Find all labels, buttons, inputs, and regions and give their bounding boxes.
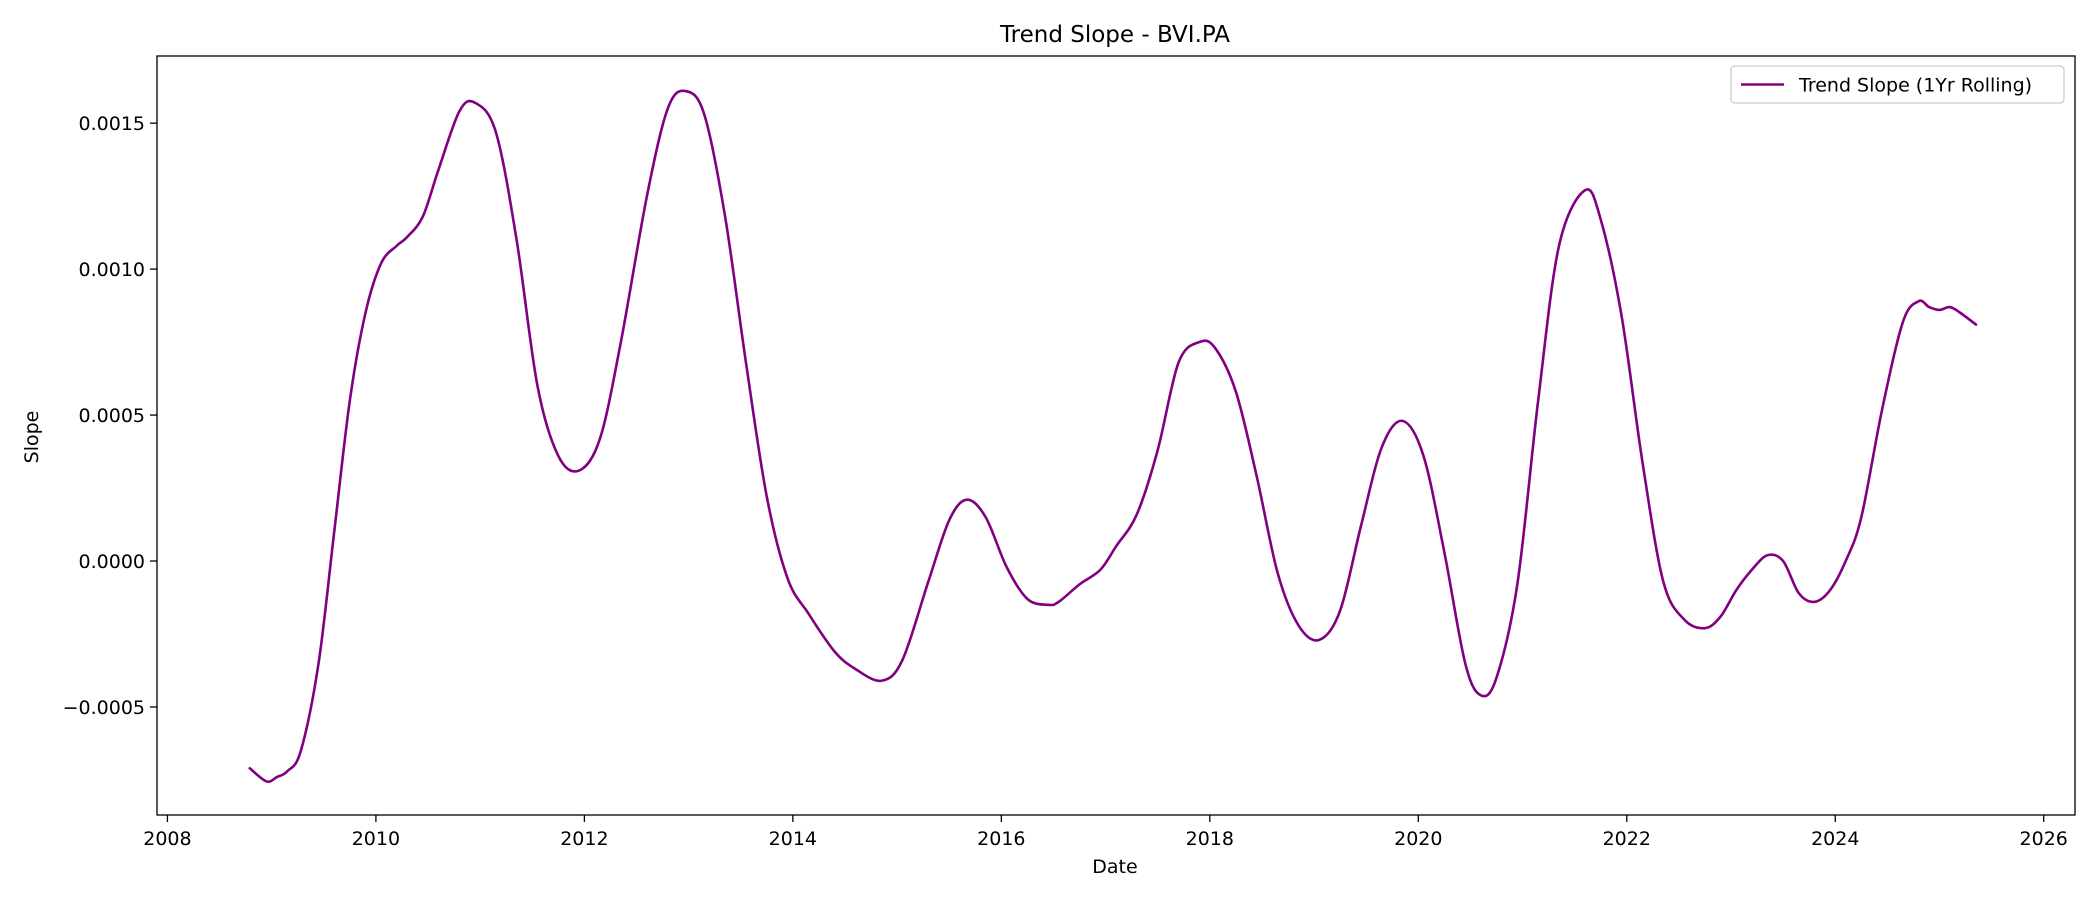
series-line-0 <box>248 89 1978 784</box>
x-tick-label: 2022 <box>1603 828 1651 850</box>
x-axis-label: Date <box>1092 856 1137 878</box>
chart-title: Trend Slope - BVI.PA <box>999 22 1230 48</box>
y-axis-label: Slope <box>21 411 43 464</box>
x-tick-label: 2012 <box>560 828 608 850</box>
x-tick-label: 2020 <box>1394 828 1442 850</box>
legend-label: Trend Slope (1Yr Rolling) <box>1798 75 2032 97</box>
x-tick-label: 2024 <box>1811 828 1859 850</box>
x-tick-label: 2008 <box>143 828 191 850</box>
y-tick-label: 0.0015 <box>79 113 145 135</box>
y-tick-label: 0.0010 <box>79 259 145 281</box>
x-tick-label: 2018 <box>1186 828 1234 850</box>
plot-area: 2008 2010 2012 2014 2016 2018 2020 2022 2024 2026… <box>63 55 2076 850</box>
x-tick-label: 2010 <box>352 828 400 850</box>
x-tick-label: 2026 <box>2020 828 2068 850</box>
legend-box <box>1730 65 2065 104</box>
y-tick-label: −0.0005 <box>63 697 145 719</box>
axes-frame <box>156 55 2076 816</box>
x-tick-label: 2016 <box>977 828 1025 850</box>
y-tick-label: 0.0005 <box>79 405 145 427</box>
x-tick-label: 2014 <box>769 828 817 850</box>
y-tick-label: 0.0000 <box>79 551 145 573</box>
